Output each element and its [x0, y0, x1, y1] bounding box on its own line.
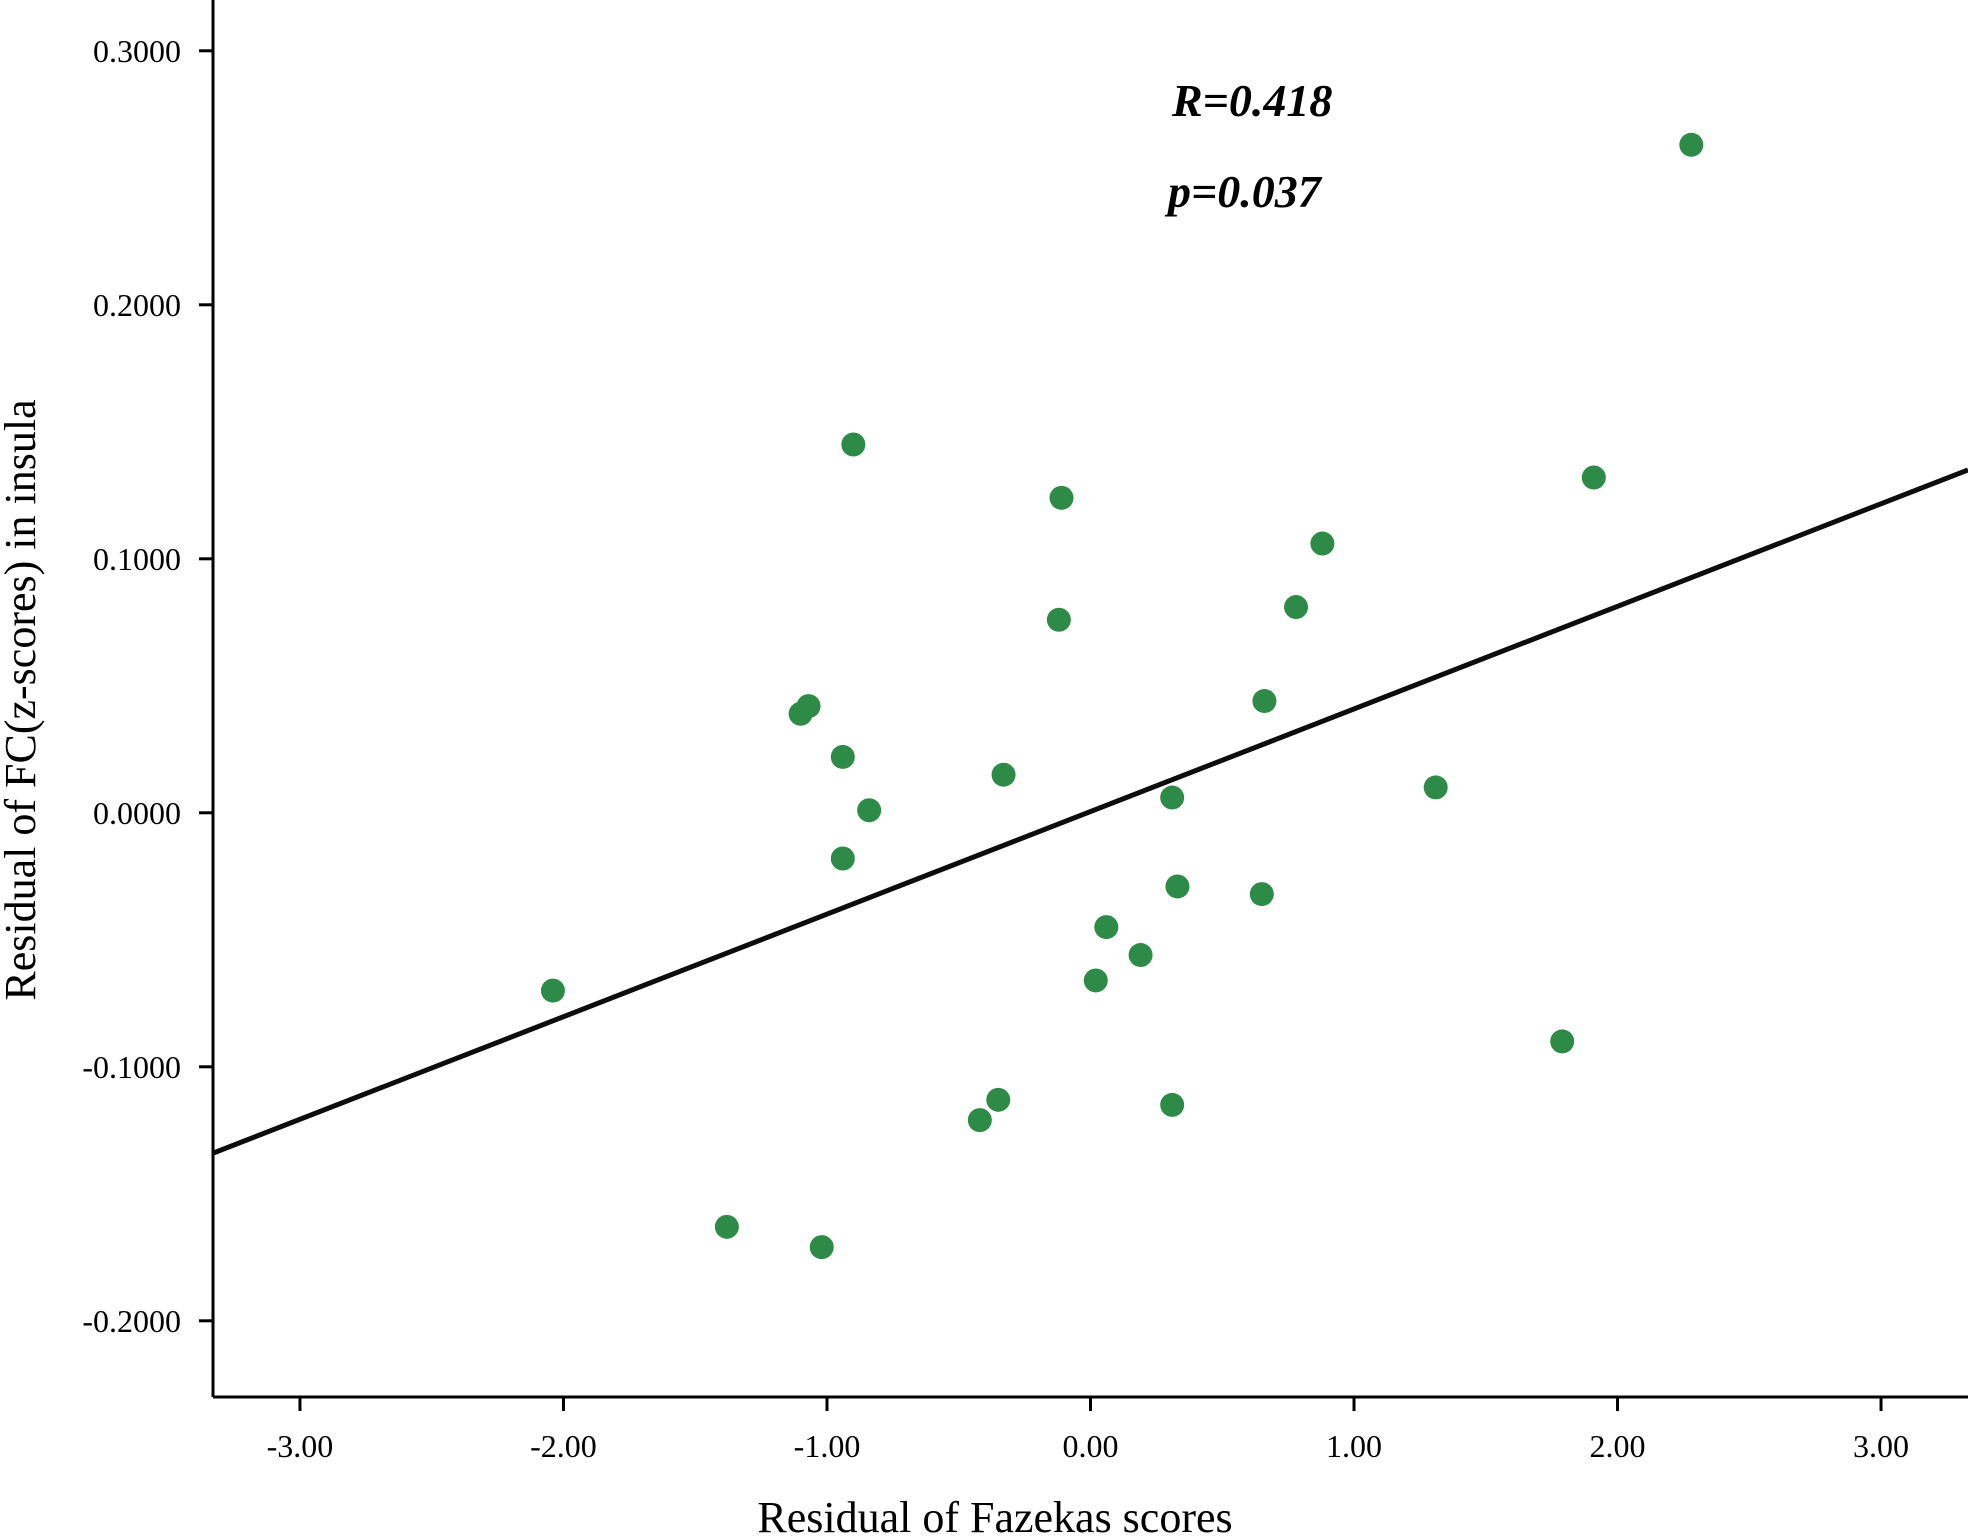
- y-tick-label: -0.1000: [82, 1049, 181, 1085]
- x-tick-label: 2.00: [1590, 1428, 1646, 1464]
- fit-line-group: [212, 467, 1968, 1156]
- data-point: [1423, 775, 1448, 800]
- data-point: [1550, 1029, 1575, 1054]
- axes: [211, 0, 1968, 1399]
- data-point: [714, 1214, 739, 1239]
- data-point: [841, 432, 866, 457]
- data-point: [830, 744, 855, 769]
- x-tick-label: 1.00: [1326, 1428, 1382, 1464]
- x-tick-label: -3.00: [267, 1428, 334, 1464]
- data-points: [540, 132, 1704, 1260]
- data-point: [1046, 607, 1071, 632]
- data-point: [1165, 874, 1190, 899]
- regression-line: [212, 467, 1968, 1156]
- data-point: [1128, 943, 1153, 968]
- data-point: [796, 694, 821, 719]
- x-axis-title: Residual of Fazekas scores: [757, 1493, 1232, 1537]
- data-point: [1249, 882, 1274, 907]
- data-point: [830, 846, 855, 871]
- data-point: [1679, 132, 1704, 157]
- r-annotation: R=0.418: [1171, 75, 1332, 126]
- y-tick-label: -0.2000: [82, 1303, 181, 1339]
- data-point: [540, 978, 565, 1003]
- data-point: [1083, 968, 1108, 993]
- data-point: [809, 1235, 834, 1260]
- data-point: [1094, 915, 1119, 940]
- data-point: [1252, 689, 1277, 714]
- y-tick-label: 0.3000: [93, 33, 181, 69]
- data-point: [1160, 1092, 1185, 1117]
- x-tick-label: 0.00: [1063, 1428, 1119, 1464]
- y-axis-title: Residual of FC(z-scores) in insula: [0, 399, 45, 1000]
- data-point: [1581, 465, 1606, 490]
- data-point: [1284, 595, 1309, 620]
- data-point: [857, 798, 882, 823]
- data-point: [1049, 485, 1074, 510]
- x-tick-label: -2.00: [530, 1428, 597, 1464]
- x-tick-label: 3.00: [1853, 1428, 1909, 1464]
- data-point: [986, 1087, 1011, 1112]
- data-point: [991, 762, 1016, 787]
- x-tick-label: -1.00: [794, 1428, 861, 1464]
- axis-ticks: -3.00 -2.00 -1.00 0.00 1.00 2.00 3.00 0.3000 0.2…: [82, 33, 1909, 1464]
- y-tick-label: 0.2000: [93, 287, 181, 323]
- p-annotation: p=0.037: [1164, 166, 1323, 217]
- data-point: [1160, 785, 1185, 810]
- data-point: [967, 1108, 992, 1133]
- y-tick-label: 0.1000: [93, 541, 181, 577]
- y-tick-label: 0.0000: [93, 795, 181, 831]
- data-point: [1310, 531, 1335, 556]
